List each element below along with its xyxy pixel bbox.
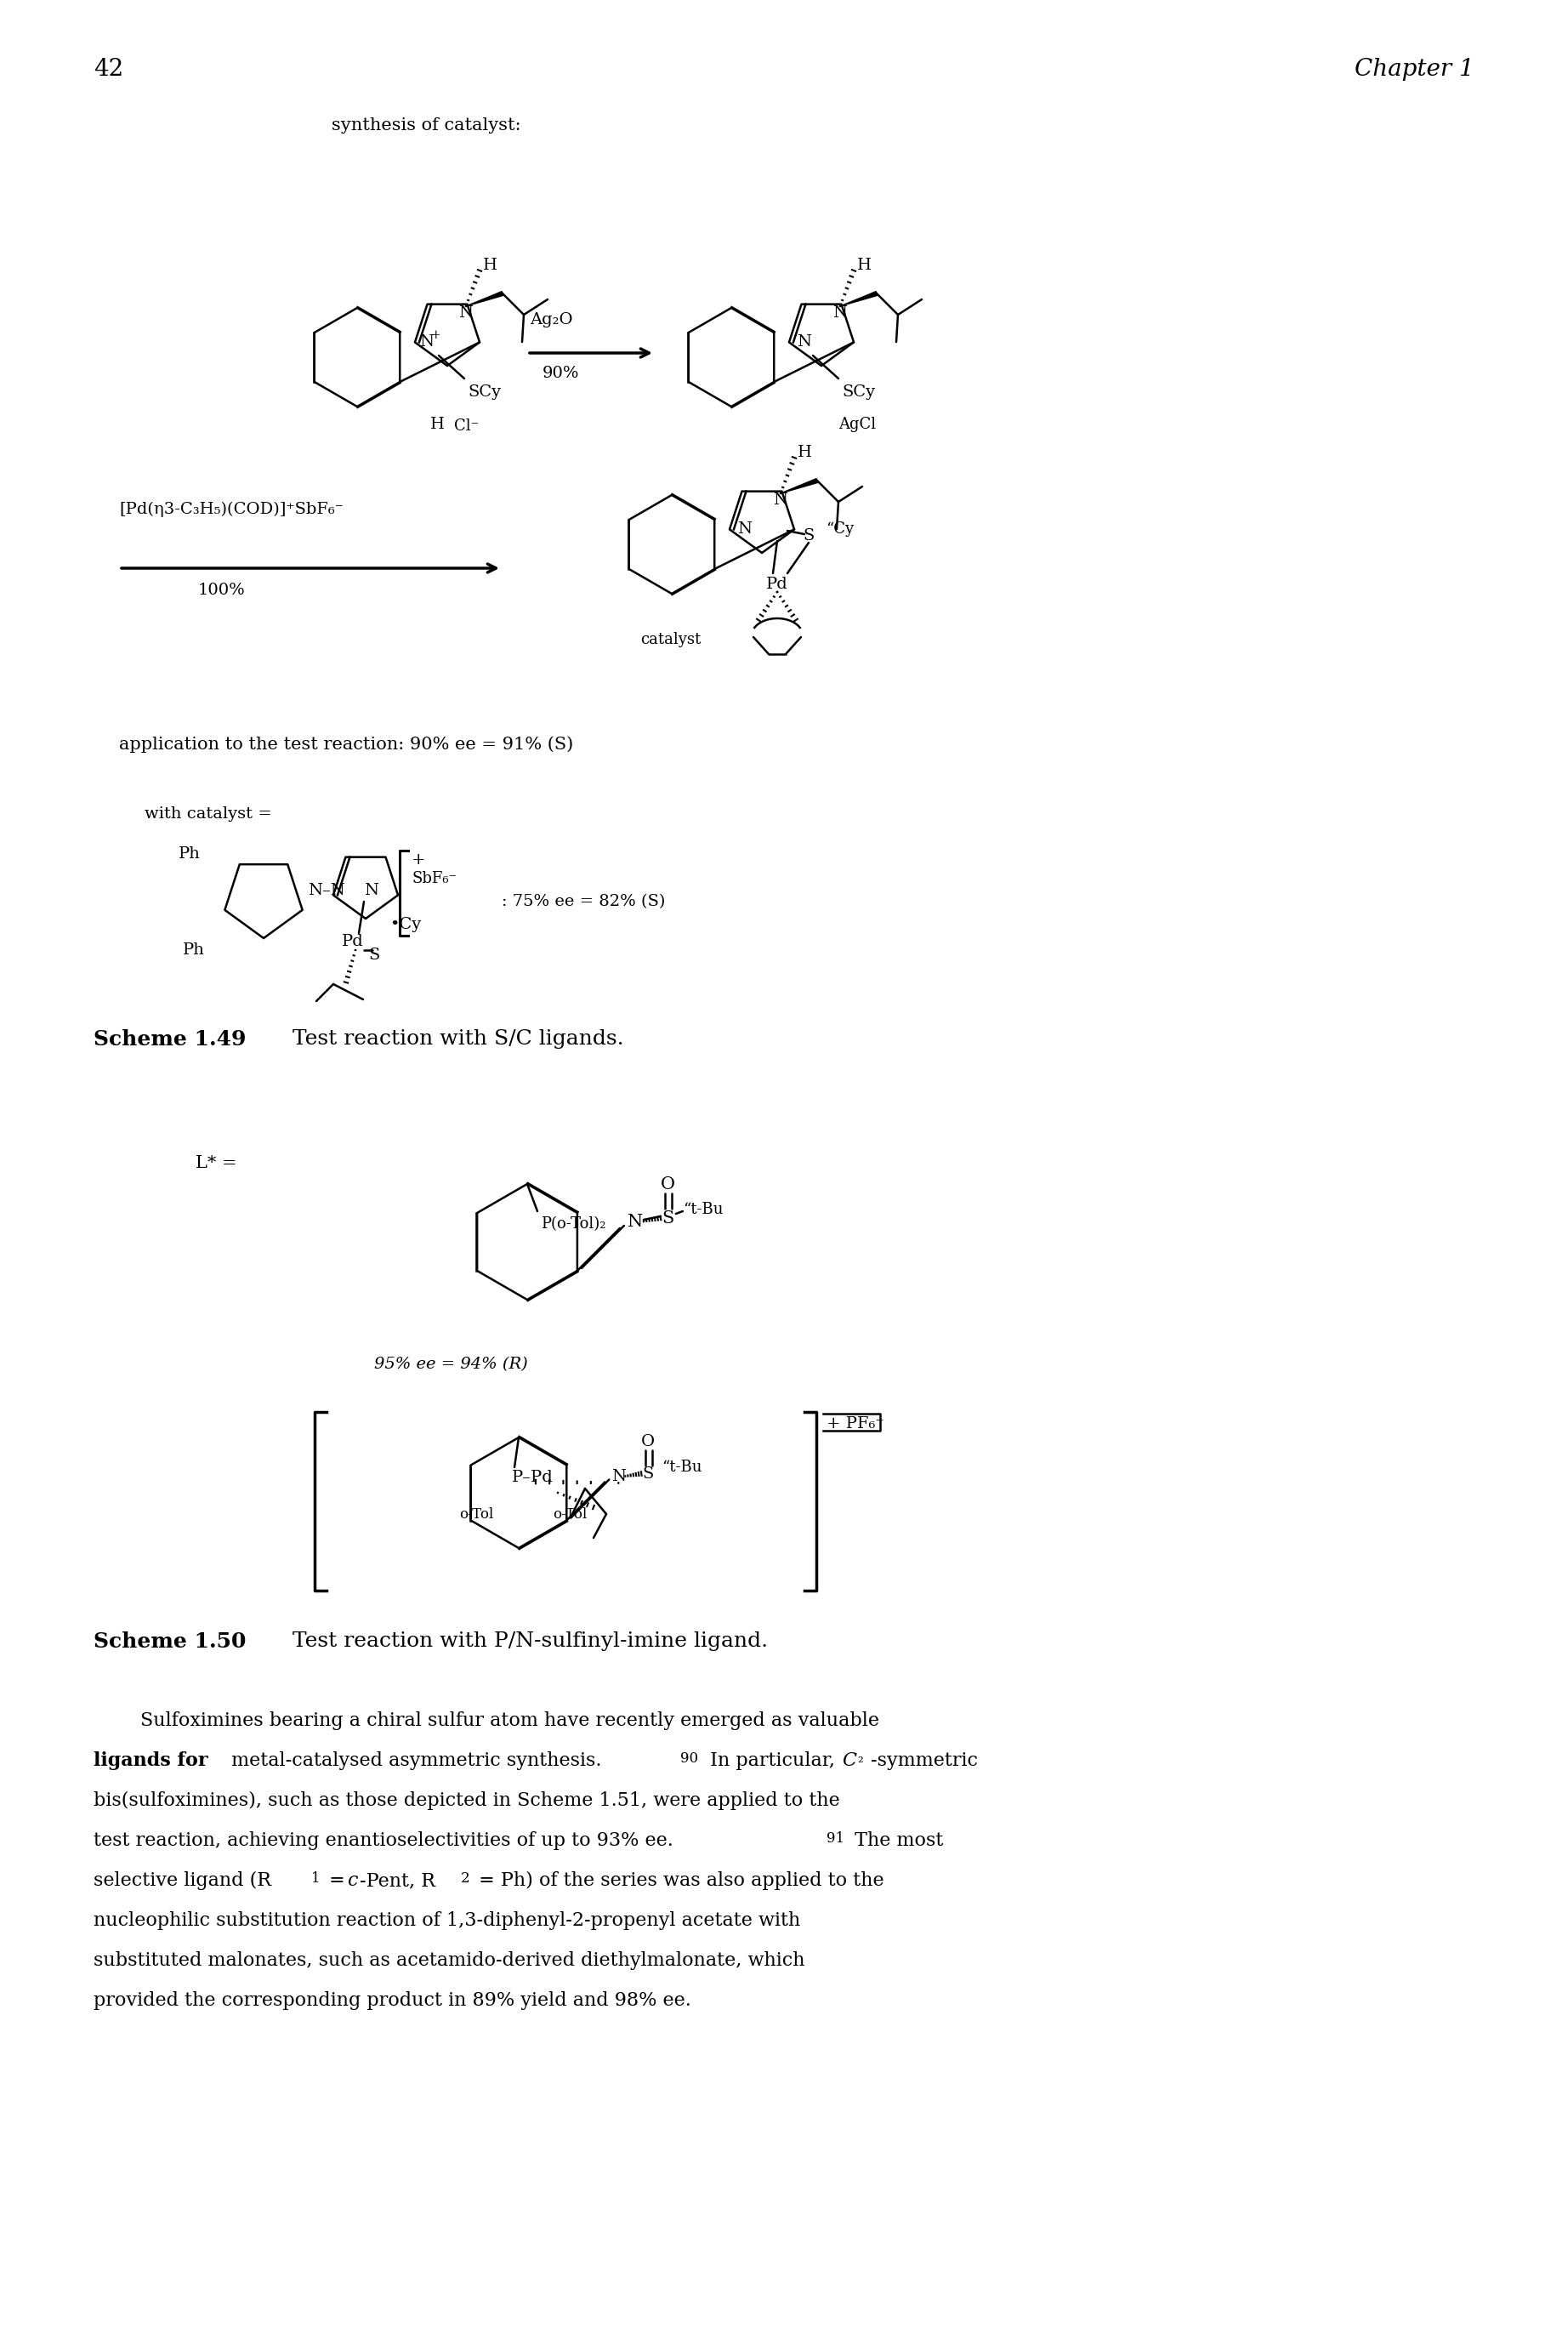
Text: Pd: Pd xyxy=(342,933,364,950)
Text: Ph: Ph xyxy=(183,943,205,957)
Text: o-Tol: o-Tol xyxy=(459,1507,494,1521)
Text: Scheme 1.49: Scheme 1.49 xyxy=(94,1030,246,1049)
Text: L* =: L* = xyxy=(196,1154,237,1171)
Text: catalyst: catalyst xyxy=(640,632,701,647)
Text: 91: 91 xyxy=(826,1831,845,1846)
Text: O: O xyxy=(660,1176,674,1192)
Text: ₂: ₂ xyxy=(858,1751,862,1766)
Text: +: + xyxy=(431,329,441,341)
Text: “t-Bu: “t-Bu xyxy=(662,1460,702,1474)
Text: H: H xyxy=(483,259,497,273)
Text: C: C xyxy=(842,1751,856,1770)
Text: N: N xyxy=(773,491,787,508)
Text: S: S xyxy=(368,947,379,964)
Text: N: N xyxy=(364,884,378,898)
Text: 42: 42 xyxy=(94,59,124,80)
Text: Scheme 1.50: Scheme 1.50 xyxy=(94,1632,246,1653)
Text: S: S xyxy=(643,1467,654,1481)
Text: SbF₆⁻: SbF₆⁻ xyxy=(411,870,456,886)
Text: The most: The most xyxy=(848,1831,944,1850)
Text: H: H xyxy=(430,416,444,433)
Text: N: N xyxy=(833,306,847,320)
Text: Pd: Pd xyxy=(767,576,789,592)
Text: 90%: 90% xyxy=(543,367,580,381)
Text: c: c xyxy=(347,1871,358,1890)
Text: N: N xyxy=(459,306,474,320)
Text: : 75% ee = 82% (S): : 75% ee = 82% (S) xyxy=(502,893,665,910)
Text: [Pd(η3-C₃H₅)(COD)]⁺SbF₆⁻: [Pd(η3-C₃H₅)(COD)]⁺SbF₆⁻ xyxy=(119,501,343,517)
Text: H: H xyxy=(858,259,872,273)
Polygon shape xyxy=(781,480,818,494)
Text: •Cy: •Cy xyxy=(389,917,422,933)
Text: Test reaction with P/N-sulfinyl-imine ligand.: Test reaction with P/N-sulfinyl-imine li… xyxy=(273,1632,768,1650)
Text: nucleophilic substitution reaction of 1,3-diphenyl-2-propenyl acetate with: nucleophilic substitution reaction of 1,… xyxy=(94,1911,800,1930)
Text: + PF₆⁻: + PF₆⁻ xyxy=(826,1415,884,1432)
Text: “Cy: “Cy xyxy=(826,522,855,536)
Text: Ag₂O: Ag₂O xyxy=(530,313,572,327)
Text: with catalyst =: with catalyst = xyxy=(144,806,271,820)
Text: Test reaction with S/C ligands.: Test reaction with S/C ligands. xyxy=(273,1030,624,1049)
Text: In particular,: In particular, xyxy=(704,1751,840,1770)
Text: H: H xyxy=(798,444,812,461)
Text: N: N xyxy=(612,1469,626,1483)
Polygon shape xyxy=(840,292,878,306)
Text: test reaction, achieving enantioselectivities of up to 93% ee.: test reaction, achieving enantioselectiv… xyxy=(94,1831,673,1850)
Text: ligands for: ligands for xyxy=(94,1751,209,1770)
Text: S: S xyxy=(662,1211,674,1227)
Text: Chapter 1: Chapter 1 xyxy=(1355,59,1474,80)
Text: N–N: N–N xyxy=(307,884,345,898)
Text: AgCl: AgCl xyxy=(839,416,877,433)
Text: substituted malonates, such as acetamido-derived diethylmalonate, which: substituted malonates, such as acetamido… xyxy=(94,1951,804,1970)
Text: N: N xyxy=(797,334,812,350)
Text: 100%: 100% xyxy=(198,583,245,597)
Text: metal-catalysed asymmetric synthesis.: metal-catalysed asymmetric synthesis. xyxy=(226,1751,602,1770)
Text: +: + xyxy=(411,853,425,868)
Text: -Pent, R: -Pent, R xyxy=(359,1871,436,1890)
Text: Ph: Ph xyxy=(179,846,201,860)
Text: Sulfoximines bearing a chiral sulfur atom have recently emerged as valuable: Sulfoximines bearing a chiral sulfur ato… xyxy=(140,1712,880,1730)
Text: SCy: SCy xyxy=(467,386,500,400)
Polygon shape xyxy=(466,292,503,306)
Text: P–Pd: P–Pd xyxy=(511,1469,554,1486)
Text: Cl⁻: Cl⁻ xyxy=(455,418,478,435)
Text: SCy: SCy xyxy=(842,386,875,400)
Text: “t-Bu: “t-Bu xyxy=(682,1201,723,1218)
Text: 95% ee = 94% (R): 95% ee = 94% (R) xyxy=(375,1357,528,1373)
Text: 1: 1 xyxy=(310,1871,320,1886)
Text: provided the corresponding product in 89% yield and 98% ee.: provided the corresponding product in 89… xyxy=(94,1991,691,2010)
Text: o-Tol: o-Tol xyxy=(552,1507,586,1521)
Text: application to the test reaction: 90% ee = 91% (S): application to the test reaction: 90% ee… xyxy=(119,736,574,752)
Text: N: N xyxy=(627,1213,643,1230)
Text: 2: 2 xyxy=(461,1871,470,1886)
Text: 90: 90 xyxy=(681,1751,698,1766)
Text: selective ligand (R: selective ligand (R xyxy=(94,1871,271,1890)
Text: =: = xyxy=(323,1871,351,1890)
Text: synthesis of catalyst:: synthesis of catalyst: xyxy=(331,118,521,134)
Text: P(o-Tol)₂: P(o-Tol)₂ xyxy=(541,1215,605,1232)
Text: = Ph) of the series was also applied to the: = Ph) of the series was also applied to … xyxy=(474,1871,884,1890)
Text: N: N xyxy=(737,522,753,536)
Text: N: N xyxy=(420,334,434,350)
Text: S: S xyxy=(803,529,814,543)
Text: O: O xyxy=(641,1434,655,1448)
Text: -symmetric: -symmetric xyxy=(870,1751,978,1770)
Text: bis(sulfoximines), such as those depicted in Scheme 1.51, were applied to the: bis(sulfoximines), such as those depicte… xyxy=(94,1791,840,1810)
